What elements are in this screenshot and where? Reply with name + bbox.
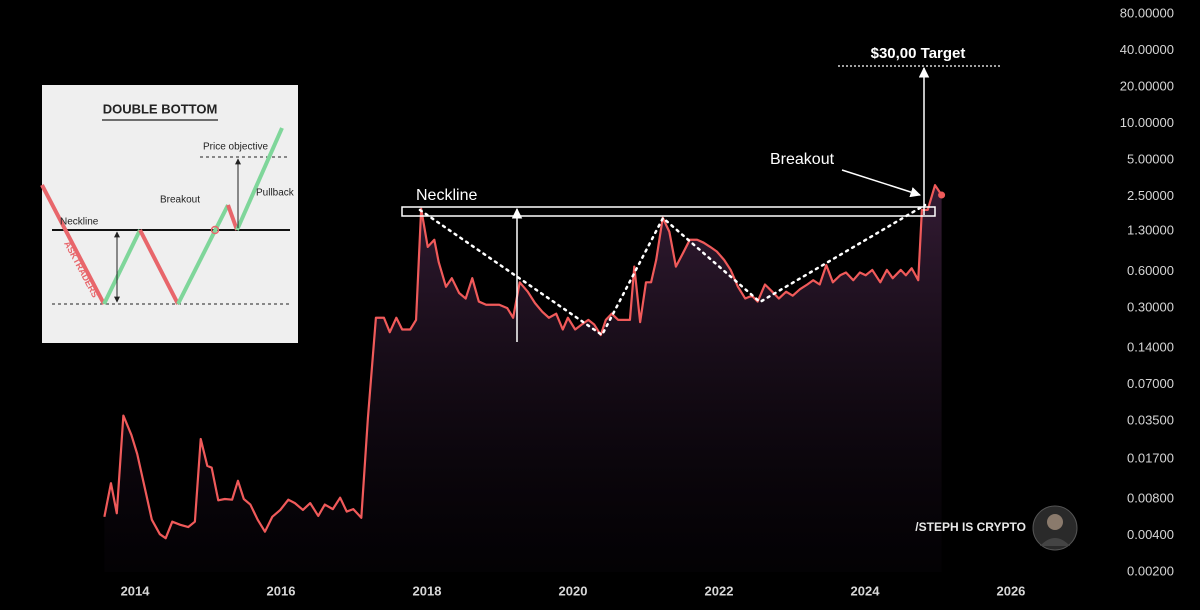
- y-tick-label: 5.00000: [1127, 151, 1174, 166]
- y-tick-label: 80.00000: [1120, 5, 1174, 20]
- y-tick-label: 0.00200: [1127, 563, 1174, 578]
- x-tick-label: 2022: [705, 583, 734, 598]
- inset-neckline-label: Neckline: [60, 217, 99, 228]
- inset-pullback: [226, 204, 239, 231]
- annotations: Neckline Breakout $30,00 Target /STEPH I…: [401, 45, 1078, 551]
- y-tick-label: 0.03500: [1127, 413, 1174, 428]
- inset-rise: [235, 127, 284, 231]
- inset-background: [42, 85, 298, 343]
- neckline-box: [401, 206, 936, 217]
- inset-objective-label: Price objective: [203, 142, 268, 153]
- x-tick-label: 2014: [121, 583, 151, 598]
- y-tick-label: 0.00800: [1127, 490, 1174, 505]
- x-tick-label: 2020: [559, 583, 588, 598]
- y-tick-label: 1.30000: [1127, 222, 1174, 237]
- area: [104, 185, 942, 572]
- y-tick-label: 0.60000: [1127, 263, 1174, 278]
- breakout-arrow: [841, 169, 921, 198]
- inset-title: DOUBLE BOTTOM: [103, 101, 218, 116]
- watermark: /STEPH IS CRYPTO: [915, 520, 1026, 534]
- y-tick-label: 20.00000: [1120, 78, 1174, 93]
- y-tick-label: 0.00400: [1127, 527, 1174, 542]
- inset-drop: [138, 229, 180, 305]
- x-tick-label: 2016: [267, 583, 296, 598]
- avatar-body: [1040, 538, 1070, 546]
- price-line: [103, 184, 943, 540]
- breakout-label: Breakout: [770, 151, 835, 168]
- y-tick-label: 0.30000: [1127, 300, 1174, 315]
- inset: DOUBLE BOTTOM Neckline Breakout Price ob…: [40, 85, 298, 343]
- x-tick-label: 2018: [413, 583, 442, 598]
- inset-breakout-dot: [210, 225, 220, 235]
- neckline-label: Neckline: [416, 187, 477, 204]
- avatar-face: [1047, 514, 1063, 530]
- pattern-dots: [418, 203, 927, 337]
- x-tick-label: 2024: [851, 583, 881, 598]
- y-tick-label: 0.07000: [1127, 376, 1174, 391]
- inset-rise: [176, 204, 230, 305]
- target-label: $30,00 Target: [871, 45, 966, 62]
- y-tick-label: 40.00000: [1120, 42, 1174, 57]
- inset-drop: [40, 184, 106, 305]
- y-tick-label: 0.01700: [1127, 451, 1174, 466]
- y-tick-label: 2.50000: [1127, 188, 1174, 203]
- plot-area: 0.00200 0.00400 0.00800 0.01700 0.03500 0.070…: [103, 5, 1174, 598]
- inset-breakout-label: Breakout: [160, 195, 200, 206]
- inset-pullback-label: Pullback: [256, 188, 295, 199]
- x-tick-label: 2026: [996, 583, 1025, 598]
- inset-rise: [102, 229, 142, 305]
- y-tick-label: 0.14000: [1127, 340, 1174, 355]
- last-point: [938, 191, 946, 199]
- y-tick-label: 10.00000: [1120, 115, 1174, 130]
